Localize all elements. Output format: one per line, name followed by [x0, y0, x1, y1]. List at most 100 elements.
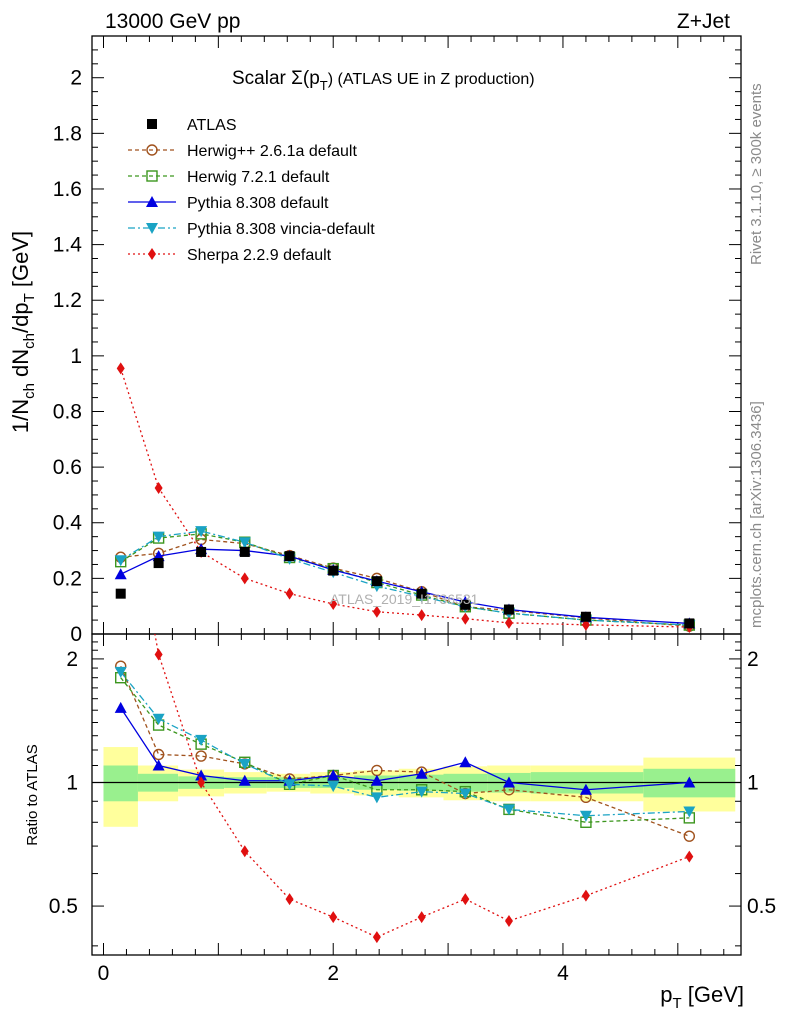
ratio-point-sherpa	[461, 893, 470, 906]
ratio-point-pythia	[327, 769, 340, 781]
point-sherpa	[461, 612, 470, 625]
mcplots-label: mcplots.cern.ch [arXiv:1306.3436]	[748, 401, 765, 628]
point-atlas	[460, 599, 471, 610]
ratio-point-vincia	[683, 806, 696, 818]
y-tick-label: 0.8	[53, 400, 82, 423]
ratio-point-sherpa	[581, 889, 590, 902]
point-atlas	[328, 565, 339, 576]
ratio-point-vincia	[415, 786, 428, 798]
y-tick-label: 1.2	[53, 289, 82, 312]
ratio-point-pythia	[370, 774, 383, 786]
series-line-herwigpp	[120, 538, 690, 627]
ratio-tick-label: 0.5	[49, 895, 78, 918]
ratio-point-vincia	[370, 792, 383, 804]
point-atlas	[503, 604, 514, 615]
ratio-frame	[91, 633, 742, 956]
legend: ATLAS Herwig++ 2.6.1a default Herwig 7.2.1…	[128, 117, 375, 264]
point-sherpa	[417, 609, 426, 622]
x-tick-label: 2	[327, 962, 339, 985]
plot-title: Scalar Σ(pT) (ATLAS UE in Z production)	[232, 68, 535, 93]
ratio-point-vincia	[283, 779, 296, 791]
point-vincia	[238, 537, 251, 549]
ratio-tick-label: 2	[66, 648, 78, 671]
point-pythia	[114, 568, 127, 580]
ratio-line-pythia	[120, 707, 690, 791]
ratio-point-herwigpp	[683, 830, 696, 842]
x-tick-label: 4	[557, 962, 569, 985]
legend-marker	[148, 248, 156, 260]
point-atlas	[284, 551, 295, 562]
point-atlas	[371, 576, 382, 587]
x-tick-label: 0	[98, 962, 110, 985]
point-vincia	[152, 531, 165, 543]
point-atlas	[196, 546, 207, 557]
ratio-point-pythia	[195, 769, 208, 781]
y-tick-label: 2	[70, 67, 82, 90]
ratio-point-vincia	[195, 734, 208, 746]
legend-marker	[146, 170, 158, 182]
point-vincia	[114, 555, 127, 567]
ratio-point-sherpa	[240, 845, 249, 858]
point-atlas	[580, 611, 591, 622]
point-sherpa	[504, 616, 513, 629]
ratio-point-vincia	[459, 788, 472, 800]
ratio-line-sherpa	[154, 634, 690, 938]
point-atlas	[153, 558, 164, 569]
point-vincia	[195, 526, 208, 538]
ratio-point-sherpa	[154, 648, 163, 661]
ratio-y-axis-label: Ratio to ATLAS	[24, 744, 41, 845]
header-process: 13000 GeV pp	[105, 10, 240, 33]
point-sherpa	[116, 362, 125, 375]
ratio-tick-label-right: 1	[747, 771, 759, 794]
point-atlas	[239, 546, 250, 557]
x-axis-label: pT [GeV]	[660, 982, 744, 1012]
main-panel-series	[114, 362, 696, 634]
series-line-pythia	[120, 548, 690, 625]
ratio-point-pythia	[152, 759, 165, 771]
band-inner-bin	[103, 765, 138, 802]
legend-entry: Pythia 8.308 default	[187, 195, 329, 212]
point-atlas	[416, 588, 427, 599]
header-observable: Z+Jet	[677, 10, 730, 33]
axes: 00.20.40.60.811.21.41.61.820 2 40.5 0.51 12 2	[49, 35, 776, 985]
legend-marker	[146, 144, 158, 156]
legend-entry: ATLAS	[187, 117, 237, 134]
ratio-point-vincia	[327, 781, 340, 793]
ratio-point-pythia	[683, 776, 696, 788]
ratio-tick-label: 1	[66, 771, 78, 794]
ratio-line-herwig7	[120, 677, 690, 823]
ratio-point-pythia	[114, 701, 127, 713]
legend-marker	[146, 196, 158, 207]
ratio-panel-series	[114, 441, 696, 944]
y-tick-label: 1.4	[53, 234, 83, 257]
series-layer	[114, 362, 696, 944]
ratio-point-vincia	[152, 713, 165, 725]
y-tick-label: 0.4	[53, 512, 83, 535]
rivet-version-label: Rivet 3.1.10, ≥ 300k events	[748, 83, 765, 265]
analysis-watermark: ATLAS_2019_I1736531	[330, 591, 479, 607]
point-atlas	[115, 588, 126, 599]
point-sherpa	[372, 605, 381, 618]
point-sherpa	[329, 597, 338, 610]
ratio-point-vincia	[114, 666, 127, 678]
ratio-point-vincia	[502, 804, 515, 816]
ratio-point-herwigpp	[195, 750, 207, 762]
y-tick-label: 0.2	[53, 567, 82, 590]
series-line-vincia	[120, 530, 690, 626]
legend-entry: Sherpa 2.2.9 default	[187, 247, 332, 264]
point-atlas	[684, 618, 695, 629]
ratio-point-sherpa	[504, 914, 513, 927]
ratio-point-sherpa	[117, 441, 125, 453]
y-tick-label: 1.6	[53, 178, 82, 201]
ratio-point-sherpa	[685, 850, 694, 863]
legend-entry: Herwig 7.2.1 default	[187, 169, 330, 186]
ratio-point-vincia	[238, 758, 251, 770]
legend-marker	[146, 223, 158, 234]
ratio-point-pythia	[502, 776, 515, 788]
ratio-point-pythia	[238, 774, 251, 786]
legend-marker	[147, 119, 157, 129]
point-sherpa	[240, 572, 249, 585]
y-tick-label: 1	[70, 345, 82, 368]
ratio-point-pythia	[459, 756, 472, 768]
legend-entry: Herwig++ 2.6.1a default	[187, 143, 357, 160]
